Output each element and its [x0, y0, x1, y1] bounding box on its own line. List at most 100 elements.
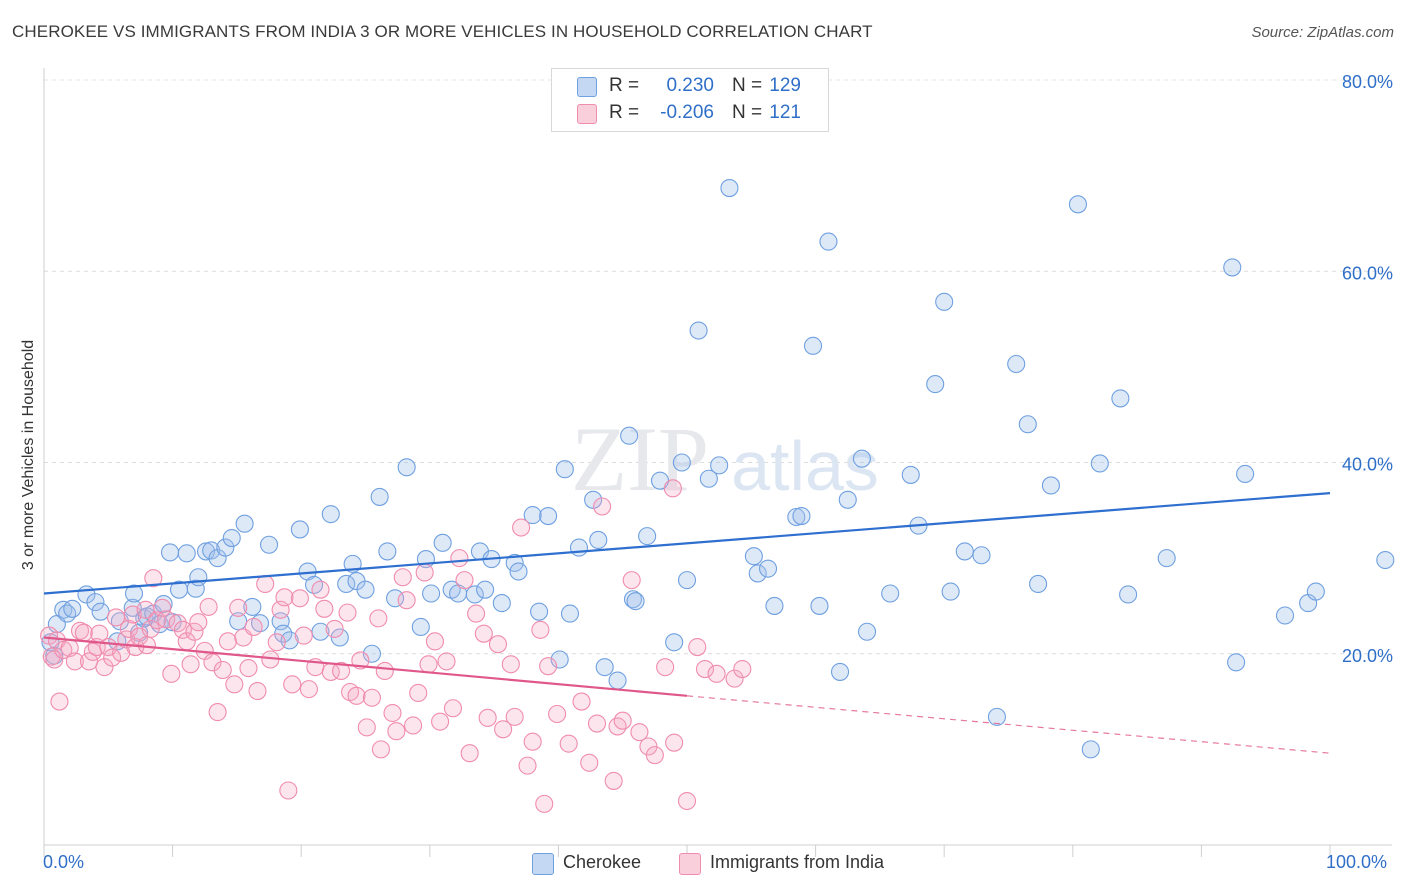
- india-point: [656, 658, 675, 677]
- india-point: [279, 781, 298, 800]
- india-point: [351, 651, 370, 670]
- y-tick-label: 40.0%: [1342, 455, 1393, 475]
- stats-r-value: -0.206: [660, 102, 714, 123]
- india-point: [248, 681, 267, 701]
- stats-n-label: N =: [732, 75, 763, 96]
- cherokee-point: [972, 546, 991, 565]
- india-point: [225, 675, 244, 694]
- cherokee-point: [819, 232, 838, 251]
- india-point: [630, 723, 649, 742]
- india-point: [443, 699, 462, 718]
- india-point: [665, 733, 684, 752]
- india-point: [437, 652, 456, 671]
- cherokee-point: [608, 671, 627, 690]
- cherokee-point: [1275, 606, 1295, 625]
- cherokee-point: [216, 538, 235, 557]
- india-point: [103, 648, 122, 667]
- cherokee-point: [710, 456, 729, 475]
- cherokee-point: [160, 543, 180, 562]
- india-point: [383, 703, 402, 723]
- cherokee-point: [177, 544, 196, 563]
- india-point: [239, 659, 258, 678]
- cherokee-point: [386, 589, 405, 608]
- india-point: [404, 716, 423, 735]
- india-point: [137, 636, 156, 655]
- india-point: [283, 675, 302, 694]
- cherokee-point: [569, 538, 589, 557]
- cherokee-point: [955, 542, 974, 561]
- india-point: [707, 664, 726, 683]
- india-point: [512, 518, 531, 537]
- source-label: Source: ZipAtlas.com: [1251, 24, 1394, 41]
- cherokee-point: [677, 571, 697, 590]
- india-point: [332, 661, 351, 681]
- india-point: [505, 707, 524, 726]
- india-point: [593, 497, 612, 516]
- india-point: [325, 619, 344, 638]
- india-point: [119, 619, 138, 638]
- india-point: [645, 746, 664, 765]
- stats-r-label: R =: [609, 102, 640, 123]
- cherokee-point: [1223, 258, 1242, 277]
- india-point: [50, 692, 69, 711]
- india-point: [387, 722, 406, 741]
- india-point: [275, 588, 294, 607]
- cherokee-point: [492, 594, 511, 613]
- india-point: [488, 635, 508, 654]
- india-point: [199, 597, 218, 616]
- india-point: [725, 669, 744, 688]
- cherokee-point: [362, 644, 381, 663]
- india-point: [294, 626, 313, 645]
- india-point: [450, 549, 469, 568]
- cherokee-point: [941, 582, 960, 601]
- cherokee-point: [243, 597, 262, 616]
- y-tick-label: 80.0%: [1342, 72, 1393, 92]
- cherokee-point: [787, 507, 806, 527]
- india-point: [256, 574, 275, 593]
- cherokee-point: [321, 505, 340, 524]
- cherokee-point: [356, 580, 375, 599]
- cherokee-point: [539, 506, 558, 526]
- cherokee-point: [830, 662, 850, 681]
- cherokee-point: [505, 553, 524, 572]
- cherokee-point: [311, 622, 330, 641]
- stats-row-cherokee: R = 0.230 N = 129: [552, 73, 828, 101]
- stats-row-india: R = -0.206 N = 121: [552, 100, 828, 128]
- india-trend-line: [43, 636, 688, 697]
- india-point: [613, 711, 632, 730]
- cherokee-point: [1007, 354, 1026, 374]
- india-point: [539, 657, 558, 676]
- india-point: [535, 794, 554, 813]
- cherokee-point: [803, 336, 823, 355]
- cherokee-point: [810, 596, 829, 615]
- y-tick-labels: 20.0% 40.0% 60.0% 80.0%: [1342, 72, 1393, 666]
- india-point: [153, 598, 172, 617]
- cherokee-point: [196, 542, 216, 561]
- india-point: [663, 479, 682, 498]
- india-point: [518, 756, 537, 775]
- india-trend-extension: [686, 695, 1331, 754]
- watermark-atlas: atlas: [731, 427, 879, 505]
- india-point: [559, 734, 578, 753]
- grid-lines: [44, 79, 1392, 655]
- cherokee-point: [509, 562, 528, 581]
- india-point: [208, 703, 227, 722]
- india-point: [622, 571, 641, 590]
- cherokee-point: [672, 453, 691, 472]
- india-point: [362, 688, 381, 707]
- cherokee-point: [433, 533, 452, 552]
- india-point: [587, 714, 607, 733]
- cherokee-point: [792, 506, 811, 526]
- cherokee-point: [689, 321, 708, 340]
- india-point: [213, 660, 232, 680]
- cherokee-point: [1068, 195, 1087, 214]
- india-point: [144, 569, 163, 588]
- india-point: [244, 617, 263, 637]
- india-point: [229, 598, 248, 617]
- cherokee-point: [235, 514, 254, 533]
- cherokee-point: [901, 465, 920, 484]
- india-point: [677, 791, 697, 811]
- india-swatch-icon: [577, 104, 597, 124]
- cherokee-point: [422, 584, 441, 603]
